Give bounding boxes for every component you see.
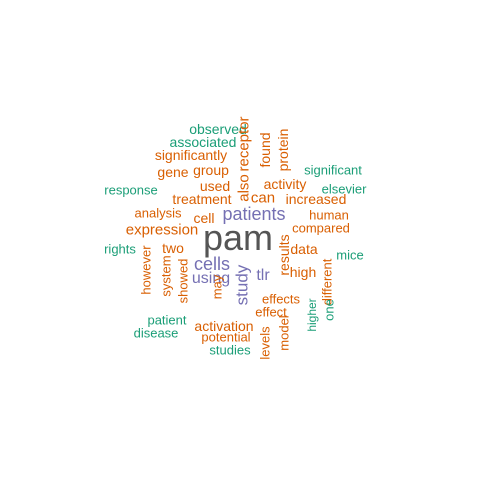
word-data: data — [290, 241, 318, 257]
word-tlr: tlr — [256, 267, 270, 284]
word-treatment: treatment — [172, 191, 232, 207]
word-potential: potential — [201, 329, 251, 345]
word-however: however — [138, 245, 154, 295]
word-studies: studies — [209, 342, 251, 358]
word-response: response — [104, 182, 158, 198]
word-patients: patients — [222, 204, 286, 224]
word-also: also — [235, 174, 253, 202]
word-showed: showed — [175, 258, 191, 304]
word-using: using — [191, 270, 231, 287]
word-effects: effects — [261, 291, 301, 307]
word-protein: protein — [275, 128, 291, 172]
word-model: model — [276, 315, 292, 351]
word-two: two — [162, 240, 184, 256]
word-used: used — [199, 178, 231, 194]
word-compared: compared — [292, 220, 350, 236]
word-group: group — [193, 162, 229, 178]
word-rights: rights — [104, 241, 136, 257]
word-significantly: significantly — [154, 147, 228, 163]
word-disease: disease — [133, 325, 179, 341]
word-may: may — [209, 274, 225, 300]
word-study: study — [232, 264, 252, 306]
word-higher: higher — [305, 298, 319, 332]
word-cells: cells — [193, 254, 231, 274]
word-significant: significant — [304, 162, 362, 178]
word-increased: increased — [285, 191, 347, 207]
word-can: can — [250, 189, 276, 207]
word-one: one — [321, 299, 337, 321]
word-associated: associated — [169, 134, 237, 150]
word-gene: gene — [157, 164, 189, 180]
word-pam: pam — [202, 217, 274, 258]
word-found: found — [257, 132, 273, 168]
word-cell: cell — [193, 210, 215, 226]
word-patient: patient — [147, 312, 187, 328]
word-activation: activation — [194, 318, 254, 334]
word-observed: observed — [189, 121, 247, 137]
word-high: high — [289, 264, 317, 280]
word-system: system — [158, 255, 174, 297]
word-activity: activity — [263, 176, 307, 192]
word-effect: effect — [255, 304, 287, 320]
word-mice: mice — [336, 247, 364, 263]
word-receptor: receptor — [235, 116, 253, 172]
word-human: human — [309, 207, 349, 223]
word-expression: expression — [125, 221, 199, 239]
word-elsevier: elsevier — [321, 181, 367, 197]
word-analysis: analysis — [134, 205, 182, 221]
word-levels: levels — [257, 326, 273, 360]
